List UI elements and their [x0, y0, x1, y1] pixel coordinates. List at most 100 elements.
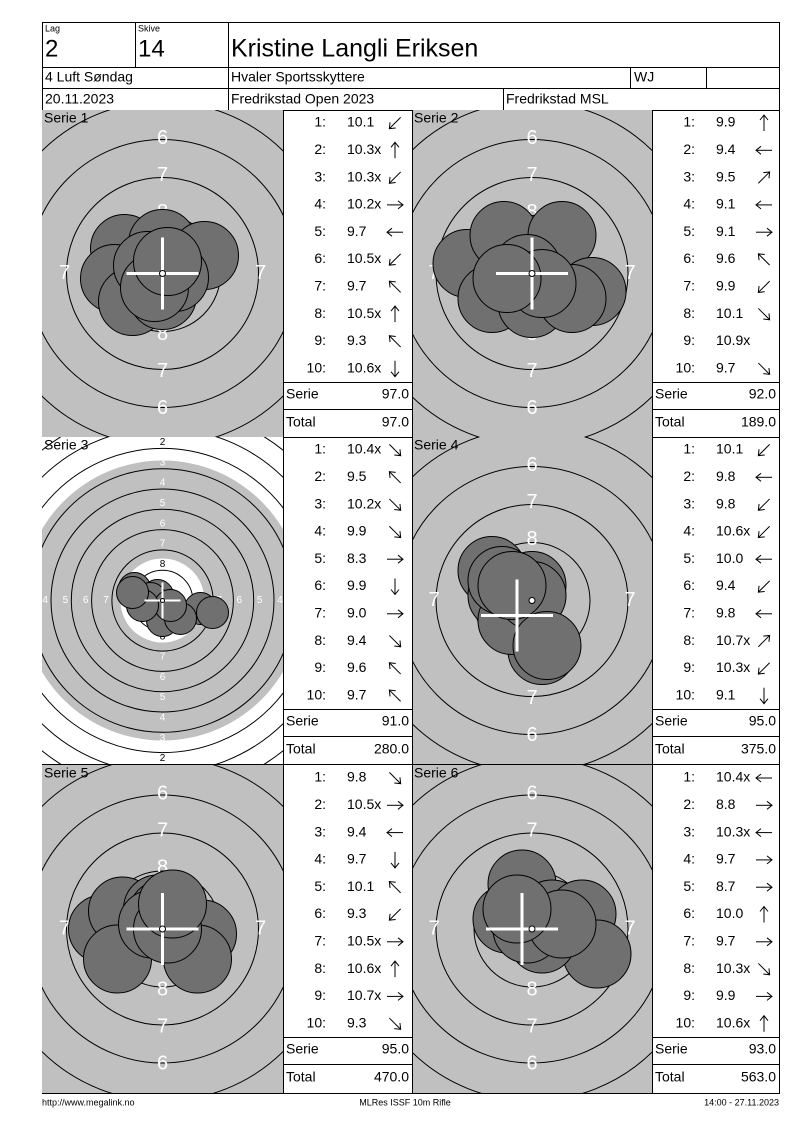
arrow-head	[766, 800, 773, 810]
shot-direction	[390, 305, 400, 323]
shot-direction	[757, 171, 771, 184]
shot-score: 9.4	[716, 141, 736, 157]
shot-number: 8:	[683, 632, 695, 648]
shot-direction	[388, 116, 402, 130]
ring-label: 6	[157, 397, 168, 419]
arrow-shaft	[757, 443, 771, 457]
series-title: Serie 3	[44, 437, 89, 453]
ring-label: 6	[526, 724, 537, 746]
date: 20.11.2023	[45, 91, 114, 107]
shot-number: 2:	[314, 468, 326, 484]
footer-center: MLRes ISSF 10m Rifle	[359, 1097, 451, 1107]
center-dot	[528, 925, 536, 933]
arrow-shaft	[757, 662, 771, 675]
shot-number: 7:	[683, 933, 695, 949]
arrow-head	[766, 227, 773, 237]
lag-label: Lag	[45, 23, 60, 33]
series-title: Serie 2	[414, 110, 459, 126]
shooter-name: Kristine Langli Eriksen	[231, 35, 478, 63]
total-label: Total	[286, 1069, 316, 1085]
shot-direction	[386, 227, 403, 237]
arrow-shaft	[757, 635, 771, 648]
shot-number: 4:	[683, 523, 695, 539]
shot-number: 1:	[683, 441, 695, 457]
shot-number: 8:	[683, 960, 695, 976]
shot-direction	[387, 800, 404, 810]
arrow-shaft	[388, 171, 402, 184]
ring-label: 6	[526, 397, 537, 419]
total-label: Total	[286, 414, 316, 430]
shot-hole	[482, 874, 552, 944]
shot-score: 9.3	[347, 332, 367, 348]
shot-score: 8.7	[716, 878, 736, 894]
ring-label: 5	[160, 498, 166, 509]
ring-label: 2	[160, 437, 166, 448]
shot-direction	[759, 687, 769, 705]
shot-score: 10.2x	[347, 196, 381, 212]
shot-direction	[390, 578, 400, 596]
arrow-shaft	[388, 908, 402, 921]
shot-number: 5:	[683, 878, 695, 894]
ring-label: 8	[157, 323, 168, 345]
shot-number: 3:	[683, 168, 695, 184]
arrow-head	[388, 880, 396, 888]
shot-direction	[387, 937, 404, 947]
total-value: 470.0	[374, 1069, 409, 1085]
shot-direction	[755, 200, 772, 210]
shot-hole	[512, 611, 582, 680]
shot-hole	[154, 589, 187, 622]
ring-label: 6	[526, 1052, 537, 1074]
shot-number: 10:	[676, 359, 695, 375]
shot-direction	[757, 362, 771, 375]
ring-label: 7	[157, 1015, 168, 1037]
shot-direction	[386, 828, 403, 837]
shot-score: 9.7	[347, 851, 367, 867]
shot-number: 1:	[683, 769, 695, 785]
arrow-head	[763, 968, 771, 976]
arrow-head	[388, 471, 396, 479]
shot-score: 10.3x	[347, 168, 381, 184]
arrow-head	[763, 367, 771, 375]
shot-direction	[388, 280, 402, 293]
total-label: Total	[655, 741, 685, 757]
ring-label: 6	[526, 127, 537, 149]
ring-label: 7	[428, 917, 439, 939]
shot-number: 4:	[683, 851, 695, 867]
shot-score: 9.8	[716, 468, 736, 484]
arrow-shaft	[757, 308, 771, 321]
shot-direction	[756, 937, 773, 947]
center-dot	[528, 597, 536, 604]
ring-label: 7	[157, 164, 168, 186]
ring	[42, 447, 283, 754]
ring-label: 5	[160, 692, 166, 703]
shot-number: 2:	[683, 141, 695, 157]
arrow-head	[394, 503, 402, 511]
arrow-head	[397, 992, 404, 1001]
arrow-shaft	[388, 771, 402, 785]
shot-number: 7:	[683, 605, 695, 621]
shot-number: 7:	[314, 605, 326, 621]
ring-label: 7	[59, 262, 70, 284]
shot-direction	[756, 800, 773, 810]
serie-label: Serie	[655, 713, 688, 729]
shot-score: 10.7x	[716, 632, 750, 648]
shot-direction	[387, 200, 404, 210]
shot-score: 9.0	[347, 605, 367, 621]
class: 4 Luft Søndag	[45, 69, 133, 85]
shot-number: 9:	[683, 332, 695, 348]
skive-label: Skive	[138, 23, 160, 33]
serie-value: 95.0	[382, 1041, 409, 1057]
shot-number: 9:	[683, 987, 695, 1003]
total-label: Total	[655, 1069, 685, 1085]
shot-score: 9.3	[347, 1014, 367, 1030]
serie-label: Serie	[286, 713, 319, 729]
arrow-head	[394, 1022, 402, 1030]
skive: 14	[138, 35, 165, 62]
shot-score: 9.8	[347, 769, 367, 785]
shot-direction	[757, 662, 771, 675]
arrow-head	[388, 335, 396, 343]
shot-number: 6:	[314, 577, 326, 593]
shot-direction	[388, 525, 402, 539]
